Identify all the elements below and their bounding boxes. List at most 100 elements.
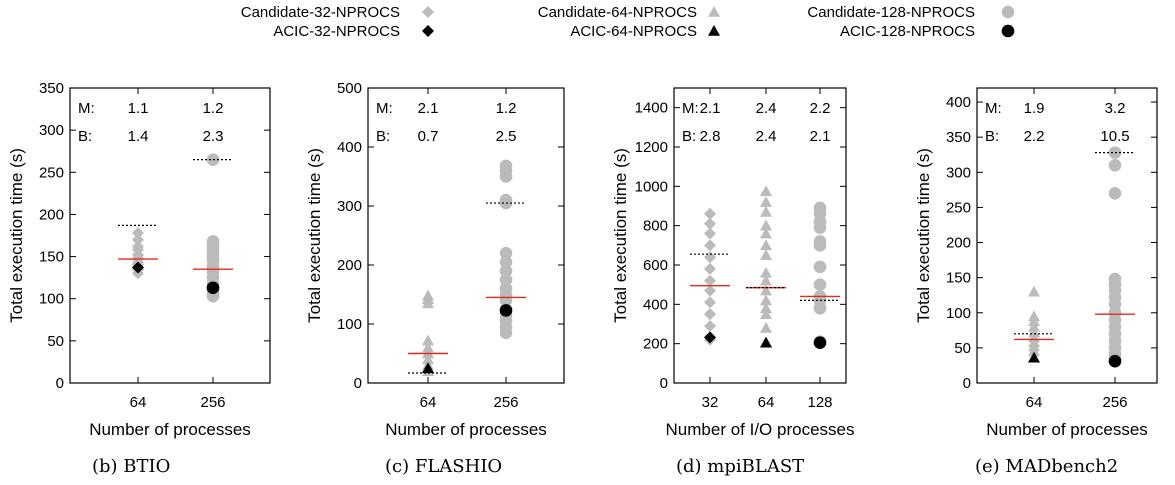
y-tick-label: 200 <box>946 235 971 252</box>
candidate-point <box>704 284 716 297</box>
legend-marker-circle <box>1001 5 1015 19</box>
median-speedup-value: 2.4 <box>756 100 777 117</box>
x-tick-label: 128 <box>807 394 832 411</box>
caption-mpiblast: (d) mpiBLAST <box>676 456 805 477</box>
x-tick-label: 64 <box>420 394 437 411</box>
median-speedup-label: M: <box>376 100 393 117</box>
y-tick-label: 1000 <box>635 178 668 195</box>
candidate-point <box>704 308 716 321</box>
candidate-point <box>813 235 827 248</box>
candidate-point <box>1028 320 1040 332</box>
best-speedup-value: 0.7 <box>418 128 439 145</box>
y-axis-label: Total execution time (s) <box>7 148 26 323</box>
legend-marker-triangle <box>708 6 720 17</box>
best-speedup-label: B: <box>985 128 999 145</box>
candidate-point <box>499 193 513 207</box>
y-tick-label: 300 <box>39 122 64 139</box>
y-tick-label: 200 <box>643 336 668 353</box>
chart-svg: 0 200 400 600 800 1000 1200 1400 32 64 128 Number o… <box>611 87 854 439</box>
y-axis-label: Total execution time (s) <box>611 148 630 323</box>
best-speedup-label: B: <box>78 128 92 145</box>
legend-marker-circle <box>1001 24 1015 38</box>
y-tick-label: 100 <box>337 316 362 333</box>
y-tick-label: 150 <box>39 249 64 266</box>
candidate-point <box>499 273 513 287</box>
candidate-point <box>704 239 716 252</box>
candidate-point <box>1108 272 1122 286</box>
x-tick-label: 64 <box>758 394 775 411</box>
candidate-point <box>704 217 716 230</box>
candidate-point <box>813 260 827 274</box>
y-tick-label: 100 <box>946 305 971 322</box>
candidate-point <box>760 321 772 333</box>
legend-marker-diamond <box>422 6 434 18</box>
legend-label: ACIC-128-NPROCS <box>840 23 975 40</box>
acic-point <box>422 362 434 374</box>
candidate-point <box>704 319 716 332</box>
candidate-point <box>760 205 772 217</box>
y-tick-label: 300 <box>337 198 362 215</box>
acic-point <box>206 281 220 295</box>
candidate-point <box>704 296 716 309</box>
median-speedup-value: 2.1 <box>700 100 721 117</box>
y-tick-label: 600 <box>643 257 668 274</box>
legend-svg: Candidate-32-NPROCS Candidate-64-NPROCS Ca… <box>241 4 1015 40</box>
median-speedup-value: 1.9 <box>1024 100 1045 117</box>
x-tick-label: 64 <box>1026 394 1043 411</box>
y-tick-label: 50 <box>954 340 971 357</box>
median-speedup-value: 1.1 <box>128 100 149 117</box>
x-tick-label: 64 <box>130 394 147 411</box>
legend-label: Candidate-32-NPROCS <box>241 4 400 21</box>
y-tick-label: 250 <box>39 164 64 181</box>
y-tick-label: 350 <box>946 129 971 146</box>
legend-label: ACIC-32-NPROCS <box>273 23 400 40</box>
median-speedup-label: M: <box>985 100 1002 117</box>
acic-point <box>132 261 144 274</box>
candidate-point <box>1028 285 1040 297</box>
y-tick-label: 500 <box>337 80 362 97</box>
candidate-point <box>1108 187 1122 200</box>
best-speedup-value: 2.5 <box>496 128 517 145</box>
x-tick-label: 256 <box>493 394 518 411</box>
x-tick-label: 256 <box>200 394 225 411</box>
candidate-point <box>422 334 434 346</box>
caption-madbench2: (e) MADbench2 <box>975 456 1119 477</box>
candidate-point <box>704 207 716 220</box>
acic-point <box>760 336 772 348</box>
y-tick-label: 400 <box>337 139 362 156</box>
legend-marker-triangle <box>708 25 720 36</box>
candidate-point <box>1028 310 1040 322</box>
acic-point <box>813 336 827 349</box>
candidate-point <box>206 235 220 248</box>
candidate-point <box>499 246 513 260</box>
candidate-point <box>813 278 827 291</box>
candidate-point <box>760 274 772 286</box>
caption-flashio: (c) FLASHIO <box>385 456 503 477</box>
legend-label: Candidate-64-NPROCS <box>538 4 697 21</box>
legend-label: Candidate-128-NPROCS <box>807 4 975 21</box>
candidate-point <box>760 249 772 260</box>
y-tick-label: 200 <box>39 206 64 223</box>
candidate-point <box>760 284 772 296</box>
y-tick-label: 100 <box>39 291 64 308</box>
candidate-point <box>813 201 827 215</box>
candidate-point <box>760 266 772 278</box>
candidate-point <box>760 302 772 314</box>
plot-frame <box>69 87 271 384</box>
median-speedup-value: 2.2 <box>810 100 831 117</box>
median-speedup-label: M: <box>78 100 95 117</box>
y-tick-label: 50 <box>47 333 64 350</box>
candidate-point <box>760 196 772 207</box>
x-axis-label: Number of processes <box>89 420 251 439</box>
candidate-point <box>704 262 716 275</box>
candidate-point <box>1028 326 1040 338</box>
y-tick-label: 0 <box>660 375 668 392</box>
median-speedup-value: 3.2 <box>1105 100 1126 117</box>
plot-frame <box>976 87 1158 384</box>
candidate-point <box>422 341 434 353</box>
candidate-point <box>499 264 513 278</box>
chart-svg: 0 50 100 150 200 250 300 350 400 64 256 Number of p… <box>914 87 1158 439</box>
best-speedup-value: 2.2 <box>1024 128 1045 145</box>
best-speedup-value: 10.5 <box>1100 128 1129 145</box>
chart-svg: 0 100 200 300 400 500 64 256 Number of processes… <box>305 80 565 439</box>
